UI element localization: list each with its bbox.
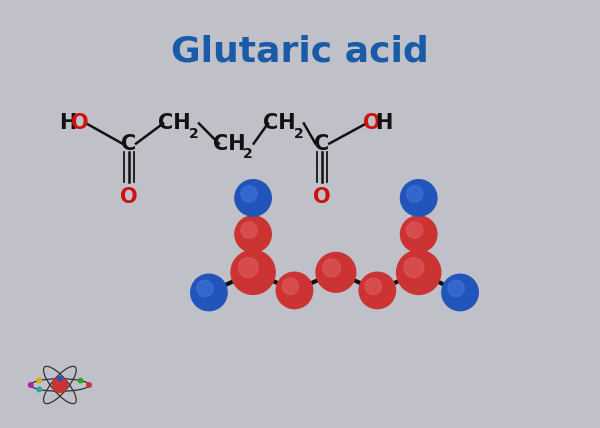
Ellipse shape [37, 378, 41, 383]
Ellipse shape [359, 272, 395, 309]
Text: H: H [375, 113, 392, 134]
Ellipse shape [52, 377, 67, 392]
Ellipse shape [365, 278, 382, 294]
Ellipse shape [400, 180, 437, 216]
Ellipse shape [323, 259, 340, 277]
Text: 2: 2 [242, 147, 253, 160]
Ellipse shape [29, 383, 33, 387]
Ellipse shape [231, 250, 275, 294]
Ellipse shape [400, 216, 437, 253]
Ellipse shape [404, 258, 424, 277]
Ellipse shape [276, 272, 313, 309]
Ellipse shape [442, 274, 478, 311]
Ellipse shape [238, 258, 258, 277]
Ellipse shape [197, 280, 213, 297]
Text: C: C [121, 134, 137, 154]
Ellipse shape [235, 216, 271, 253]
Ellipse shape [58, 377, 62, 381]
Ellipse shape [37, 387, 41, 392]
Ellipse shape [406, 186, 423, 202]
Text: CH: CH [213, 134, 245, 154]
Text: O: O [363, 113, 380, 134]
Ellipse shape [191, 274, 227, 311]
Ellipse shape [235, 180, 271, 216]
Ellipse shape [241, 186, 257, 202]
Ellipse shape [241, 222, 257, 238]
Ellipse shape [397, 250, 441, 294]
Text: O: O [71, 113, 89, 134]
Text: 2: 2 [188, 127, 199, 140]
Ellipse shape [87, 383, 91, 387]
Ellipse shape [78, 378, 83, 383]
Text: H: H [59, 113, 77, 134]
Ellipse shape [448, 280, 464, 297]
Ellipse shape [406, 222, 423, 238]
Text: C: C [314, 134, 330, 154]
Text: CH: CH [263, 113, 296, 134]
Text: 2: 2 [293, 127, 303, 140]
Text: O: O [120, 187, 137, 207]
Text: Glutaric acid: Glutaric acid [171, 34, 429, 68]
Ellipse shape [316, 253, 356, 292]
Text: CH: CH [158, 113, 191, 134]
Text: O: O [313, 187, 331, 207]
Ellipse shape [282, 278, 299, 294]
